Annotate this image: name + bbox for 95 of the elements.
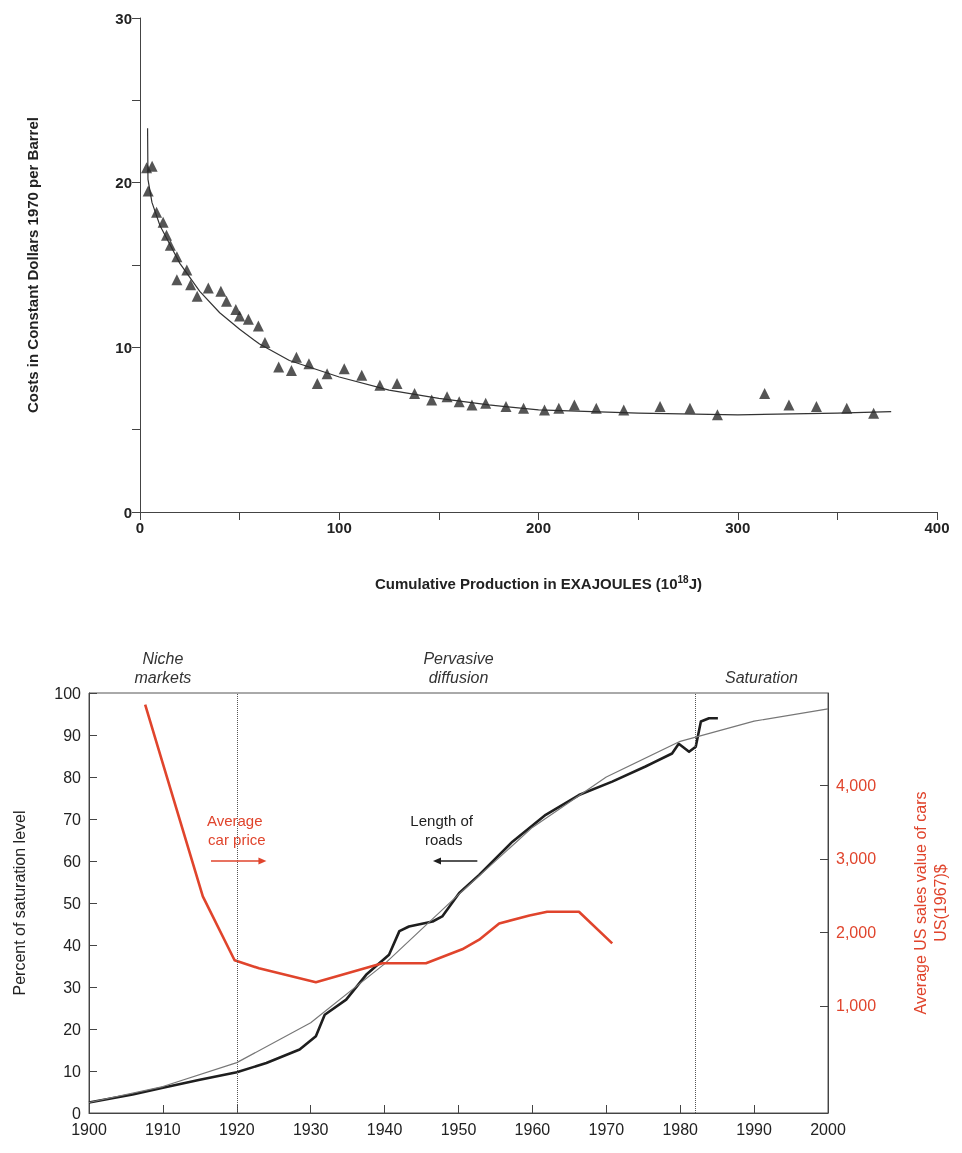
- point: [321, 368, 333, 380]
- y-tick-label: 30: [63, 978, 82, 996]
- point: [142, 185, 154, 197]
- point: [409, 387, 421, 399]
- point: [518, 402, 530, 414]
- point: [311, 378, 323, 390]
- point: [164, 239, 176, 251]
- y-tick-label: 20: [63, 1020, 82, 1038]
- y-tick-label: 30: [115, 9, 132, 27]
- point: [538, 404, 550, 416]
- point: [171, 274, 183, 286]
- point: [391, 378, 403, 390]
- point: [759, 387, 771, 399]
- point: [553, 402, 565, 414]
- y2-tick-label: 2,000: [836, 923, 877, 941]
- point: [146, 160, 158, 172]
- x-tick-label: 1940: [366, 1120, 403, 1138]
- y2-tick-label: 1,000: [836, 997, 877, 1015]
- y-tick-label: 50: [63, 894, 82, 912]
- x-tick-label: 1990: [736, 1120, 772, 1138]
- x-tick-label: 1900: [71, 1120, 107, 1138]
- y-tick-label: 10: [63, 1062, 82, 1080]
- x-tick-label: 1960: [514, 1120, 551, 1138]
- point: [215, 285, 227, 297]
- text: Saturation: [725, 669, 799, 686]
- point: [338, 363, 350, 375]
- point: [356, 369, 368, 381]
- point: [191, 290, 203, 302]
- x-tick-label: 400: [924, 519, 950, 536]
- point: [441, 391, 453, 403]
- point: [181, 264, 193, 276]
- point: [618, 404, 630, 416]
- point: [252, 320, 264, 332]
- x-tick-label: 1970: [588, 1120, 625, 1138]
- point: [711, 409, 723, 421]
- y-tick-label: 100: [54, 684, 82, 702]
- series-label: Average car price: [206, 811, 267, 848]
- y2-tick-label: 3,000: [836, 850, 877, 868]
- x-tick-label: 1930: [292, 1120, 329, 1138]
- y-tick-label: 80: [63, 768, 82, 786]
- point: [868, 407, 880, 419]
- x-tick-label: 1950: [440, 1120, 477, 1138]
- line-series: [143, 703, 614, 984]
- point: [783, 399, 795, 411]
- point: [841, 402, 853, 414]
- point: [171, 251, 183, 263]
- point: [654, 401, 666, 413]
- text: Niche markets: [134, 650, 192, 686]
- point: [242, 313, 254, 325]
- text: Pervasive diffusion: [423, 650, 494, 686]
- point: [220, 295, 232, 307]
- y2-axis-title: Average US sales value of cars US(1967)$: [911, 791, 949, 1015]
- x-tick-label: 200: [525, 519, 552, 536]
- point: [273, 361, 285, 373]
- point: [684, 402, 696, 414]
- point: [161, 229, 172, 241]
- x-tick-label: 300: [725, 519, 751, 536]
- point: [466, 399, 478, 411]
- x-tick-label: 1910: [145, 1120, 181, 1138]
- point: [426, 394, 438, 406]
- y-tick-label: 40: [63, 936, 82, 954]
- point: [285, 364, 297, 376]
- point: [453, 396, 465, 408]
- point: [480, 397, 492, 409]
- point: [500, 401, 512, 413]
- point: [157, 216, 169, 228]
- series-label: Length of roads: [410, 811, 478, 848]
- y-axis-title: Percent of saturation level: [10, 810, 28, 996]
- point: [590, 402, 602, 414]
- point: [810, 401, 822, 413]
- y2-tick-label: 4,000: [836, 777, 877, 795]
- point: [234, 310, 246, 322]
- x-tick-label: 1920: [219, 1120, 255, 1138]
- point: [202, 282, 214, 294]
- x-tick-label: 1980: [662, 1120, 699, 1138]
- point: [568, 399, 580, 411]
- y-tick-label: 90: [63, 726, 82, 744]
- x-tick-label: 2000: [810, 1120, 846, 1138]
- point: [151, 206, 163, 218]
- point: [374, 379, 386, 391]
- point: [303, 358, 315, 370]
- y-tick-label: 20: [115, 174, 132, 192]
- y-tick-label: 10: [115, 338, 132, 356]
- point: [259, 336, 271, 348]
- line-series: [88, 708, 829, 1104]
- line-series: [87, 716, 720, 1104]
- y-tick-label: 0: [72, 1104, 82, 1122]
- x-tick-label: 100: [326, 519, 352, 536]
- x-tick-label: 0: [135, 519, 145, 536]
- y-tick-label: 70: [63, 810, 82, 828]
- y-axis-title: Costs in Constant Dollars 1970 per Barrel: [24, 117, 41, 413]
- point: [290, 351, 302, 363]
- y-tick-label: 60: [63, 852, 82, 870]
- y-tick-label: 0: [123, 503, 132, 521]
- point: [185, 279, 197, 291]
